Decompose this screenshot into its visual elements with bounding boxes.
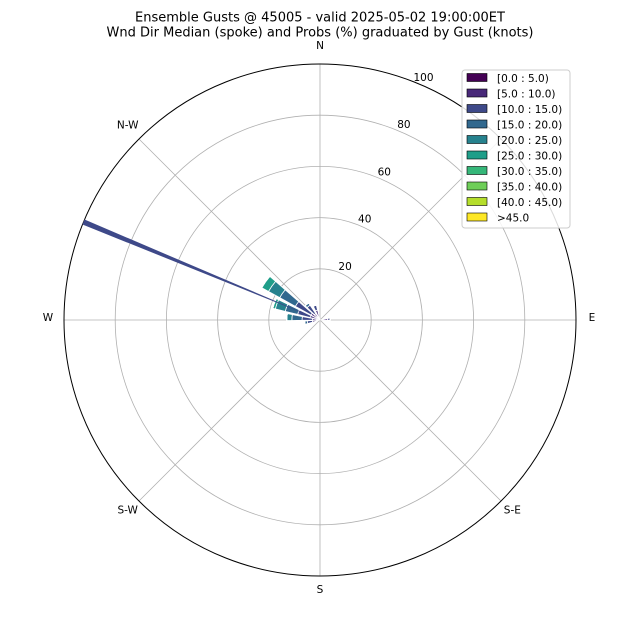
direction-label: N-W — [117, 120, 139, 132]
chart-subtitle: Wnd Dir Median (spoke) and Probs (%) gra… — [107, 26, 534, 41]
direction-label: S-W — [117, 504, 138, 516]
radial-grid — [139, 320, 320, 501]
direction-label: W — [43, 312, 54, 324]
legend-swatch — [467, 136, 487, 144]
legend-label: [10.0 : 15.0) — [497, 104, 562, 116]
median-spoke — [82, 220, 320, 320]
direction-label: E — [589, 312, 596, 324]
radial-grid — [139, 139, 320, 320]
rose-segment — [307, 321, 312, 324]
direction-label: S-E — [504, 504, 521, 516]
legend-label: [30.0 : 35.0) — [497, 166, 562, 178]
r-tick-label: 20 — [338, 261, 351, 273]
legend: [0.0 : 5.0) [5.0 : 10.0) [10.0 : 15.0) [15.… — [462, 70, 570, 228]
legend-label: [15.0 : 20.0) — [497, 120, 562, 132]
legend-label: [40.0 : 45.0) — [497, 197, 562, 209]
legend-swatch — [467, 213, 487, 221]
direction-label: N — [316, 40, 324, 52]
legend-label: [5.0 : 10.0) — [497, 89, 555, 101]
legend-label: >45.0 — [497, 213, 529, 225]
legend-swatch — [467, 151, 487, 159]
legend-label: [20.0 : 25.0) — [497, 135, 562, 147]
radial-grid — [320, 320, 501, 501]
r-tick-label: 80 — [397, 119, 410, 131]
legend-label: [25.0 : 30.0) — [497, 151, 562, 163]
legend-swatch — [467, 120, 487, 128]
legend-swatch — [467, 198, 487, 206]
legend-swatch — [467, 89, 487, 97]
legend-swatch — [467, 74, 487, 82]
legend-label: [35.0 : 40.0) — [497, 182, 562, 194]
r-tick-label: 60 — [378, 166, 391, 178]
r-tick-label: 100 — [413, 72, 433, 84]
legend-swatch — [467, 105, 487, 113]
r-tick-label: 40 — [358, 214, 371, 226]
legend-label: [0.0 : 5.0) — [497, 73, 549, 85]
rose-segment — [287, 314, 293, 321]
direction-label: S — [317, 584, 324, 596]
legend-swatch — [467, 182, 487, 190]
legend-swatch — [467, 167, 487, 175]
chart-title: Ensemble Gusts @ 45005 - valid 2025-05-0… — [135, 11, 505, 26]
